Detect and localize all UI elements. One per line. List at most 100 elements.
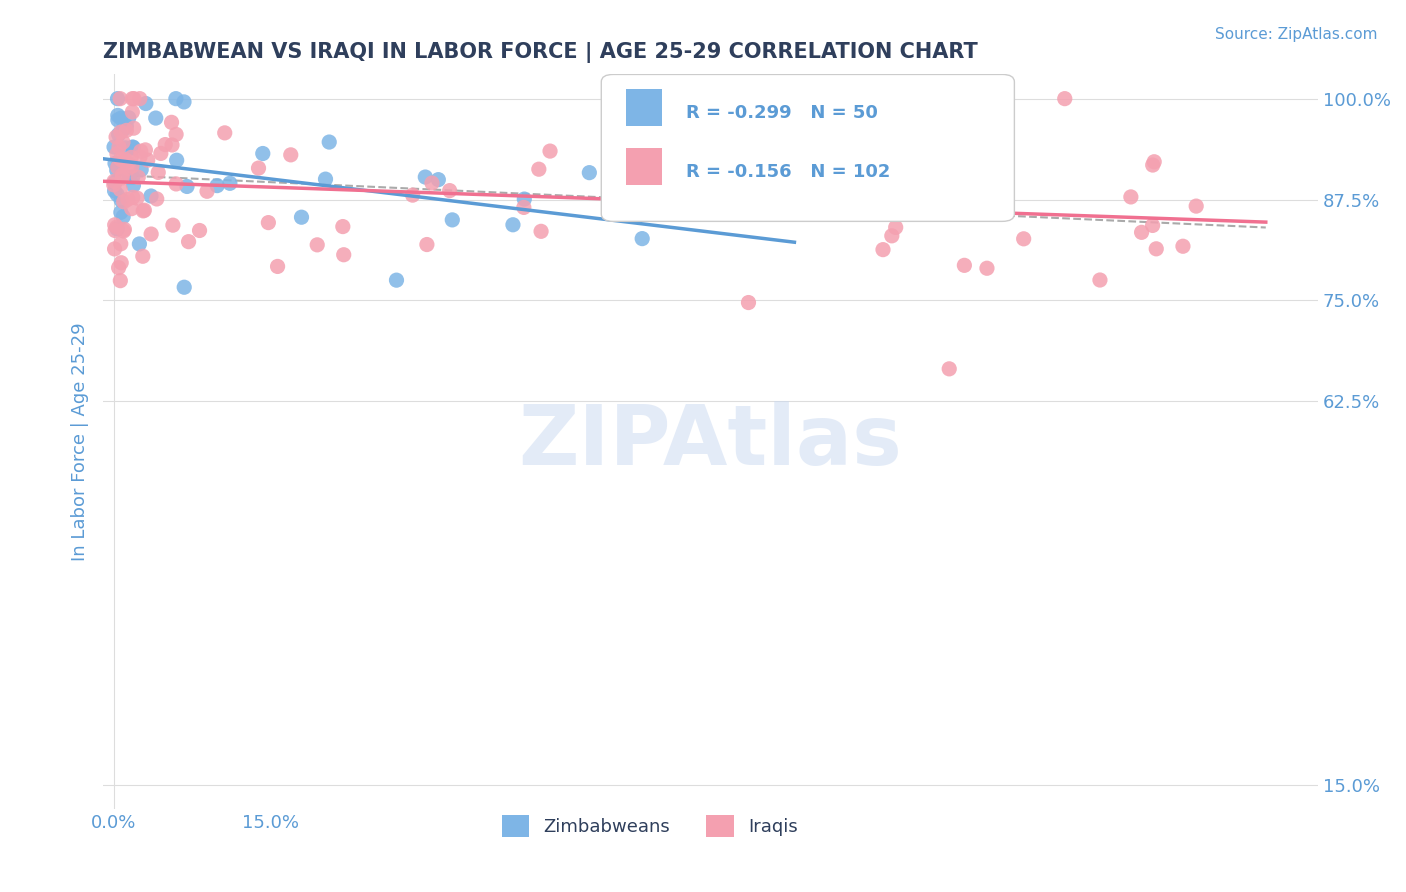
Iraqis <box>160 138 183 153</box>
Iraqis <box>953 258 976 272</box>
Iraqis <box>420 176 443 190</box>
Iraqis <box>280 148 302 162</box>
Iraqis <box>122 92 145 106</box>
Y-axis label: In Labor Force | Age 25-29: In Labor Force | Age 25-29 <box>72 323 89 561</box>
Iraqis <box>128 92 150 106</box>
Zimbabweans <box>104 184 127 198</box>
Iraqis <box>132 249 155 263</box>
Iraqis <box>110 125 132 139</box>
Iraqis <box>122 121 145 136</box>
Iraqis <box>108 140 131 154</box>
Text: R = -0.299   N = 50: R = -0.299 N = 50 <box>686 103 879 122</box>
Zimbabweans <box>107 92 129 106</box>
Zimbabweans <box>105 222 128 236</box>
Legend: Zimbabweans, Iraqis: Zimbabweans, Iraqis <box>495 808 806 844</box>
Zimbabweans <box>135 96 157 111</box>
Text: Source: ZipAtlas.com: Source: ZipAtlas.com <box>1215 27 1378 42</box>
Text: ZIPAtlas: ZIPAtlas <box>519 401 903 483</box>
Zimbabweans <box>118 111 141 125</box>
Zimbabweans <box>413 169 436 184</box>
FancyBboxPatch shape <box>602 74 1014 221</box>
Iraqis <box>112 194 135 209</box>
Iraqis <box>416 237 439 252</box>
Iraqis <box>821 92 844 106</box>
Iraqis <box>114 154 136 169</box>
Zimbabweans <box>315 172 337 186</box>
Iraqis <box>112 222 135 236</box>
Iraqis <box>1142 219 1164 233</box>
Iraqis <box>307 237 329 252</box>
Zimbabweans <box>110 205 132 219</box>
Iraqis <box>110 274 132 288</box>
Iraqis <box>332 219 354 234</box>
Iraqis <box>105 220 128 235</box>
Iraqis <box>439 184 461 198</box>
Iraqis <box>105 130 128 145</box>
Iraqis <box>127 170 149 185</box>
Iraqis <box>765 161 787 175</box>
Iraqis <box>128 150 150 164</box>
Iraqis <box>1185 199 1208 213</box>
Iraqis <box>112 224 135 238</box>
Iraqis <box>165 177 187 191</box>
Zimbabweans <box>107 128 129 142</box>
Iraqis <box>1012 232 1035 246</box>
Iraqis <box>141 227 163 241</box>
Iraqis <box>155 137 177 152</box>
Iraqis <box>111 170 134 185</box>
Iraqis <box>117 161 139 176</box>
Zimbabweans <box>107 158 129 172</box>
Iraqis <box>111 135 134 149</box>
Iraqis <box>120 150 142 164</box>
Zimbabweans <box>110 194 132 208</box>
Zimbabweans <box>121 140 143 154</box>
Iraqis <box>121 105 143 120</box>
FancyBboxPatch shape <box>626 148 662 185</box>
Zimbabweans <box>121 141 143 155</box>
Zimbabweans <box>219 177 242 191</box>
Iraqis <box>880 228 903 243</box>
Iraqis <box>149 146 172 161</box>
Iraqis <box>872 243 894 257</box>
Iraqis <box>112 154 135 169</box>
Zimbabweans <box>631 232 654 246</box>
Zimbabweans <box>118 170 141 185</box>
Iraqis <box>869 112 891 127</box>
Iraqis <box>527 162 550 177</box>
Zimbabweans <box>176 179 198 194</box>
Zimbabweans <box>104 156 127 170</box>
Iraqis <box>1144 242 1167 256</box>
Iraqis <box>938 361 960 376</box>
Iraqis <box>145 192 167 206</box>
Iraqis <box>129 145 152 159</box>
Iraqis <box>125 191 148 205</box>
Iraqis <box>103 178 125 192</box>
Iraqis <box>108 92 131 106</box>
Iraqis <box>114 153 136 167</box>
Zimbabweans <box>290 211 312 225</box>
Iraqis <box>177 235 200 249</box>
Zimbabweans <box>502 218 524 232</box>
Iraqis <box>247 161 270 175</box>
Iraqis <box>115 123 138 137</box>
Zimbabweans <box>578 166 600 180</box>
Iraqis <box>860 105 883 120</box>
Iraqis <box>134 143 156 157</box>
Zimbabweans <box>110 112 132 126</box>
Iraqis <box>1171 239 1194 253</box>
Zimbabweans <box>107 108 129 122</box>
Iraqis <box>132 203 155 218</box>
Iraqis <box>148 165 170 179</box>
Iraqis <box>104 218 127 232</box>
Text: R = -0.156   N = 102: R = -0.156 N = 102 <box>686 162 891 180</box>
Iraqis <box>851 201 873 215</box>
Zimbabweans <box>121 170 143 185</box>
Zimbabweans <box>103 140 125 154</box>
Zimbabweans <box>427 172 450 186</box>
Iraqis <box>110 183 132 197</box>
Iraqis <box>1053 92 1076 106</box>
Iraqis <box>105 146 128 161</box>
Iraqis <box>160 115 183 129</box>
Iraqis <box>121 159 143 173</box>
Iraqis <box>884 220 907 235</box>
